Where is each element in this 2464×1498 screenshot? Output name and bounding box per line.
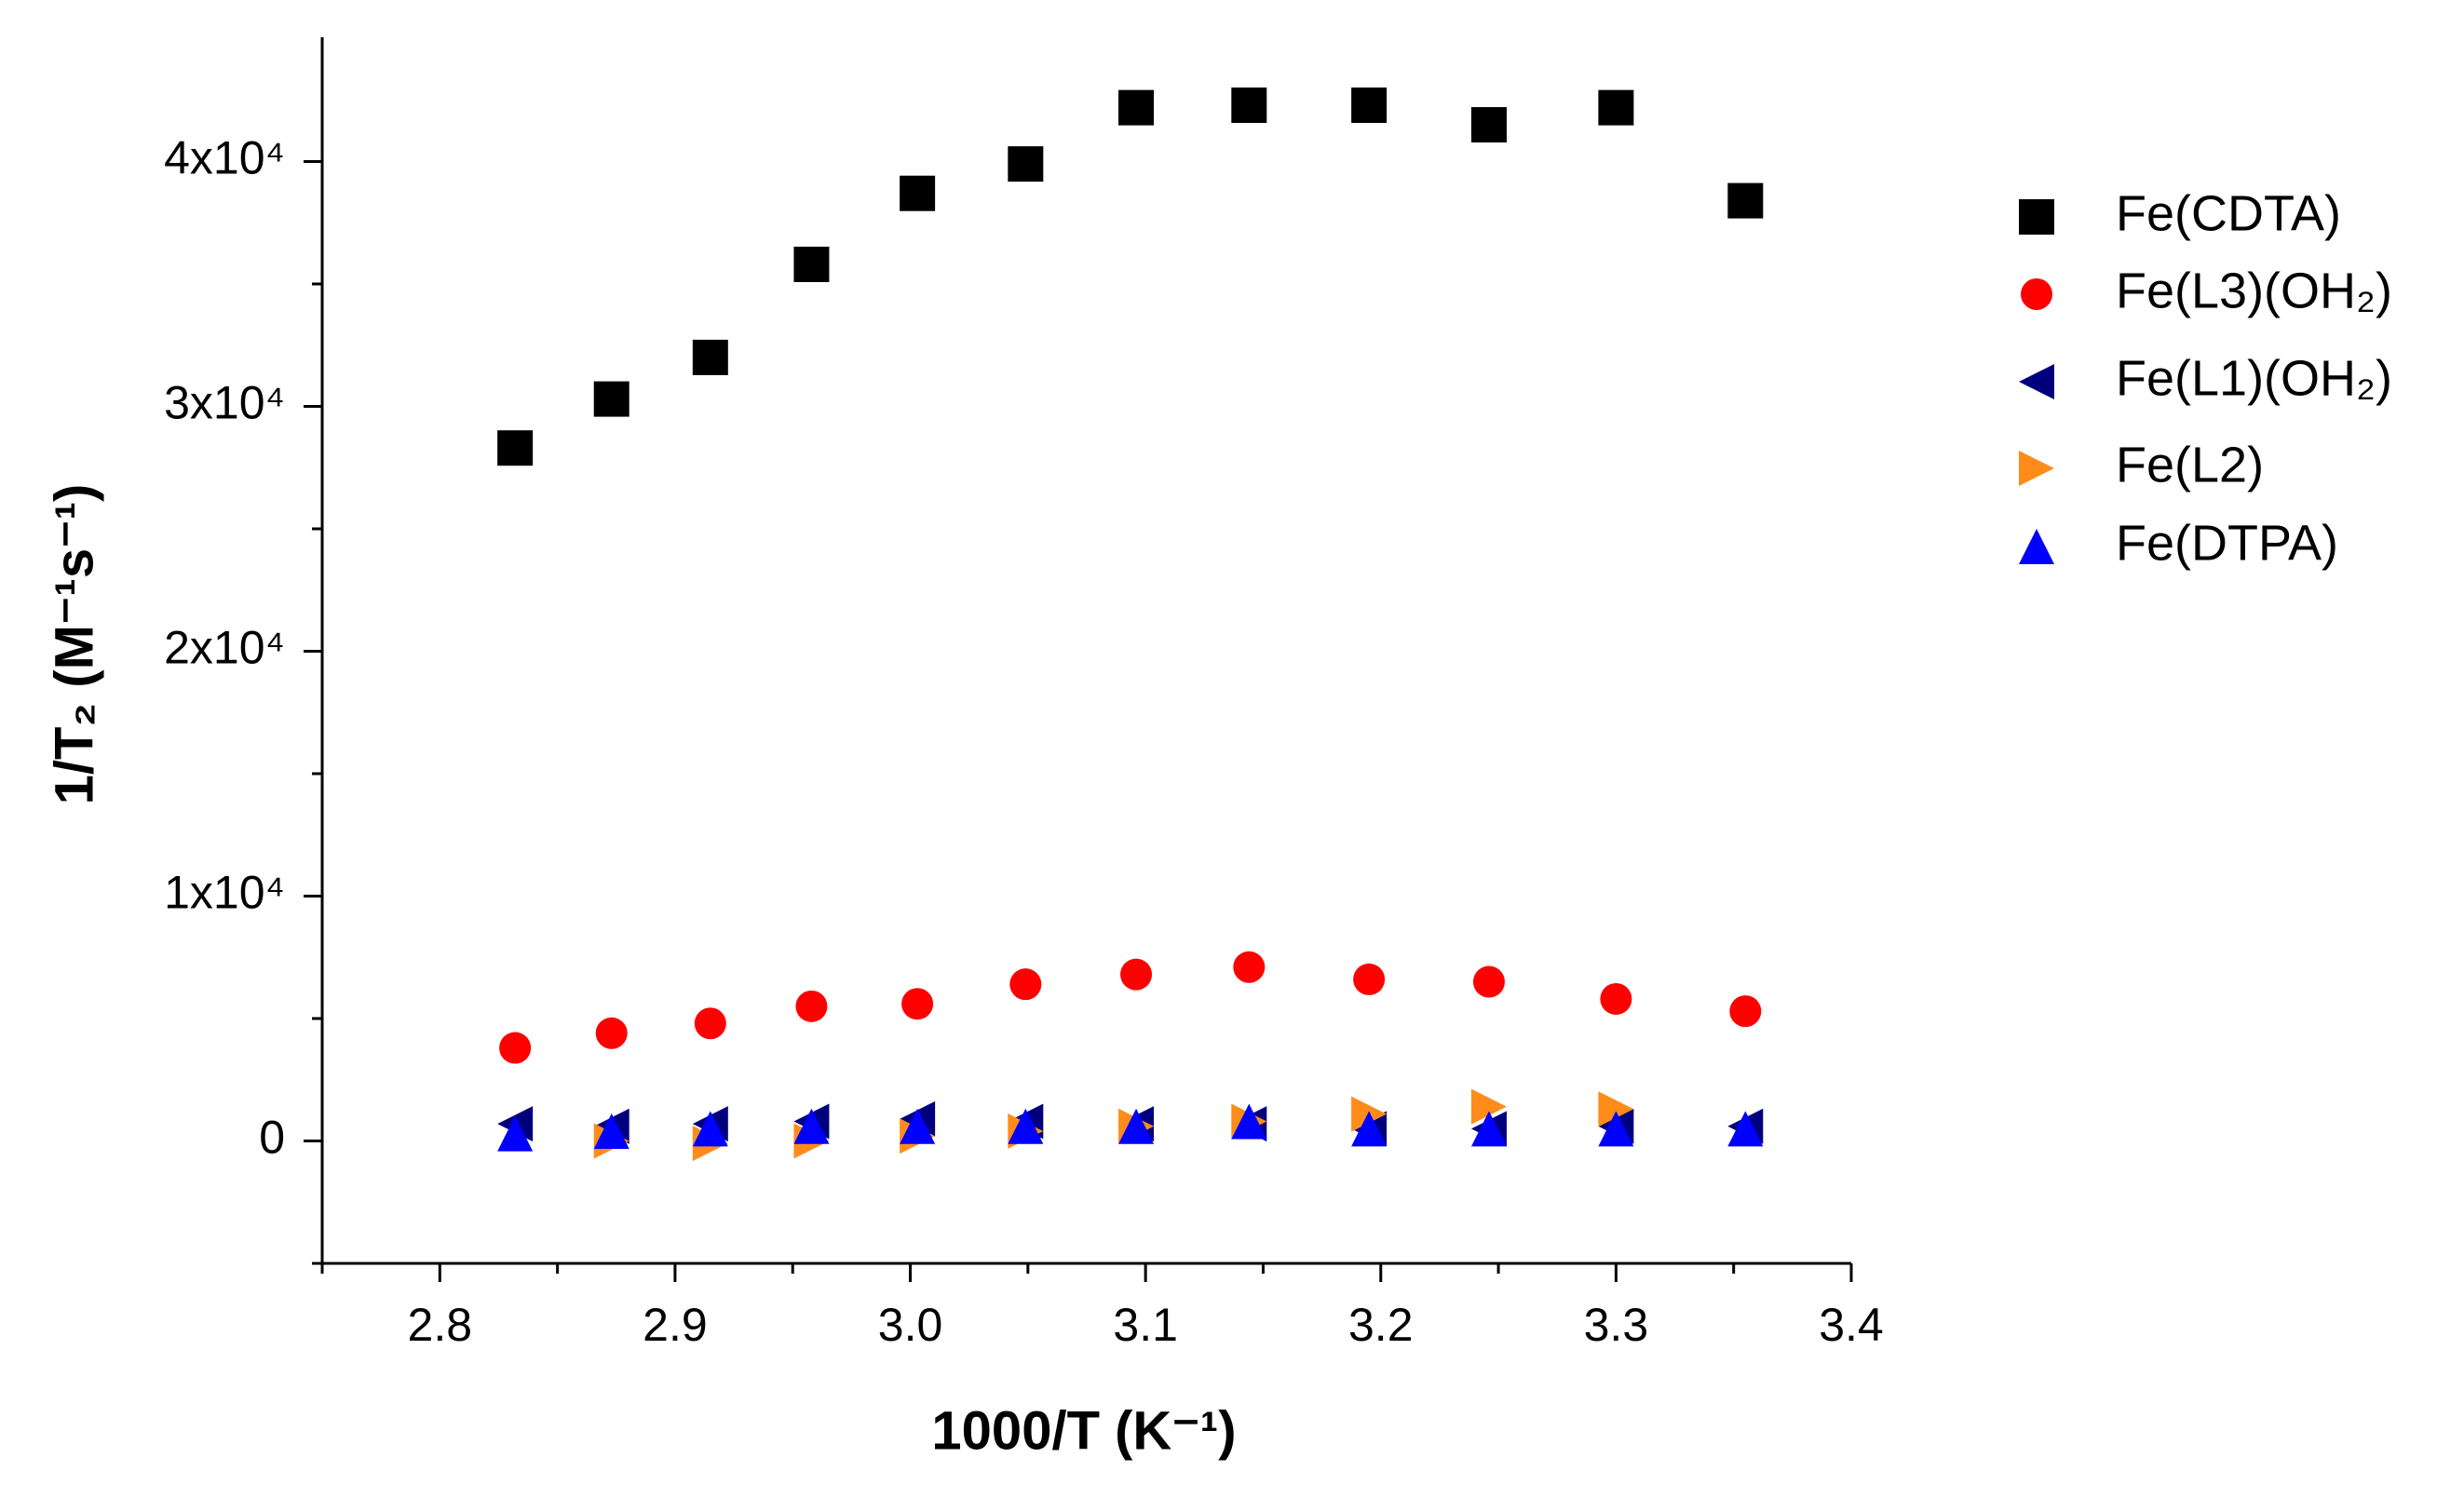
data-point (692, 339, 728, 375)
legend-marker (2019, 199, 2054, 235)
data-point (497, 430, 534, 466)
y-tick-label: 0 (259, 1112, 285, 1164)
legend-marker (2021, 278, 2052, 310)
data-point (1351, 1111, 1388, 1147)
data-point (692, 1111, 728, 1147)
data-point (497, 1115, 534, 1152)
data-point (901, 988, 934, 1020)
data-point (1231, 88, 1267, 124)
data-point (1009, 968, 1042, 1001)
x-axis-title: 1000/T (K⁻¹) (931, 1400, 1236, 1461)
legend-label: Fe(L1)(OH₂) (2116, 350, 2392, 406)
data-point (499, 1032, 532, 1064)
data-point (1600, 982, 1632, 1015)
data-point (1353, 963, 1386, 995)
data-point (1233, 951, 1266, 983)
legend-label: Fe(DTPA) (2116, 515, 2338, 571)
data-point (1008, 146, 1044, 182)
legend-marker (2019, 451, 2054, 486)
data-point (1351, 88, 1388, 124)
data-point (1727, 182, 1764, 219)
data-point (1727, 1111, 1764, 1147)
x-tick-label: 3.2 (1348, 1299, 1414, 1351)
y-tick-label: 4x10⁴ (164, 132, 285, 184)
data-point (1231, 1103, 1267, 1140)
data-point (1120, 958, 1153, 991)
data-point (900, 175, 936, 211)
y-tick-label: 1x10⁴ (164, 867, 285, 919)
x-tick-label: 2.9 (643, 1299, 708, 1351)
legend-label: Fe(L3)(OH₂) (2116, 263, 2392, 318)
data-point (1118, 1108, 1155, 1144)
data-point (1470, 1088, 1507, 1125)
data-point (1598, 89, 1634, 126)
data-point (1118, 89, 1155, 126)
legend-marker (2019, 529, 2054, 564)
data-point (1470, 107, 1507, 143)
data-point (793, 246, 830, 282)
legend-label: Fe(L2) (2116, 437, 2264, 493)
x-tick-label: 3.1 (1113, 1299, 1178, 1351)
legend-label: Fe(CDTA) (2116, 185, 2341, 241)
y-tick-label: 3x10⁴ (164, 377, 285, 429)
x-tick-label: 3.3 (1584, 1299, 1649, 1351)
x-tick-label: 2.8 (408, 1299, 473, 1351)
y-axis-title: 1/T₂ (M⁻¹s⁻¹) (44, 484, 104, 805)
data-point (900, 1108, 936, 1144)
data-point (1598, 1111, 1634, 1147)
data-point (1598, 1091, 1634, 1127)
data-point (593, 381, 630, 417)
data-point (795, 990, 828, 1022)
data-point (694, 1007, 726, 1040)
data-point (593, 1113, 630, 1149)
data-point (595, 1017, 628, 1049)
legend-marker (2019, 364, 2054, 399)
y-tick-label: 2x10⁴ (164, 622, 285, 674)
x-tick-label: 3.4 (1819, 1299, 1884, 1351)
data-point (1729, 995, 1762, 1028)
data-point (1470, 1111, 1507, 1147)
x-tick-label: 3.0 (878, 1299, 943, 1351)
data-point (1008, 1108, 1044, 1144)
data-point (1472, 965, 1505, 998)
data-point (793, 1108, 830, 1144)
